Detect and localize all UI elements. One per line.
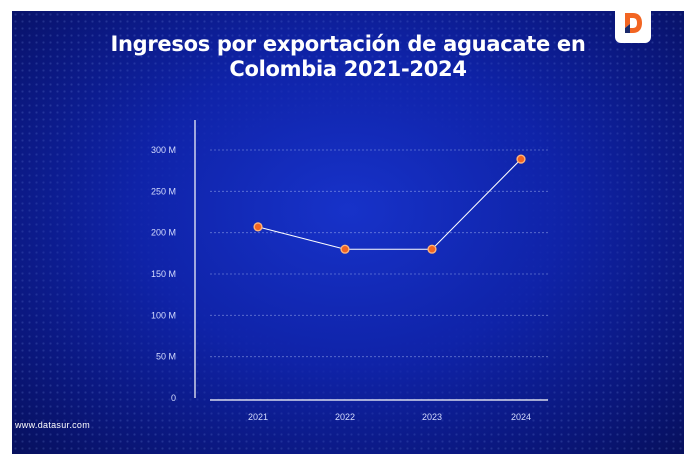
y-tick-label: 100 M [151,310,176,320]
logo-glyph-icon [625,13,642,33]
website-footer: www.datasur.com [15,420,91,430]
y-tick-label: 200 M [151,228,176,238]
y-tick-label: 300 M [151,145,176,155]
x-tick-label: 2023 [422,412,442,422]
series-layer [253,154,526,254]
chart-title-line-1: Ingresos por exportación de aguacate en [110,32,586,56]
x-tick-label: 2021 [248,412,268,422]
data-point[interactable] [428,246,436,253]
x-tick-label: 2024 [511,412,531,422]
y-tick-label: 0 [171,393,176,403]
datasur-logo-icon [615,3,651,43]
chart-title: Ingresos por exportación de aguacate en … [0,32,696,82]
chart-card [12,11,684,454]
grid-lines [210,149,548,358]
series-line [257,158,522,250]
y-tick-label: 250 M [151,186,176,196]
chart-title-line-2: Colombia 2021-2024 [229,57,467,81]
y-tick-label: 150 M [151,269,176,279]
background-pattern [12,11,684,454]
x-tick-label: 2022 [335,412,355,422]
x-tick-labels: 2021 2022 2023 2024 [248,412,531,422]
y-tick-label: 50 M [156,352,176,362]
data-point[interactable] [517,155,525,163]
data-point[interactable] [254,223,262,231]
y-tick-labels: 0 50 M 100 M 150 M 200 M 250 M 300 M [151,145,176,403]
data-point[interactable] [341,246,349,253]
